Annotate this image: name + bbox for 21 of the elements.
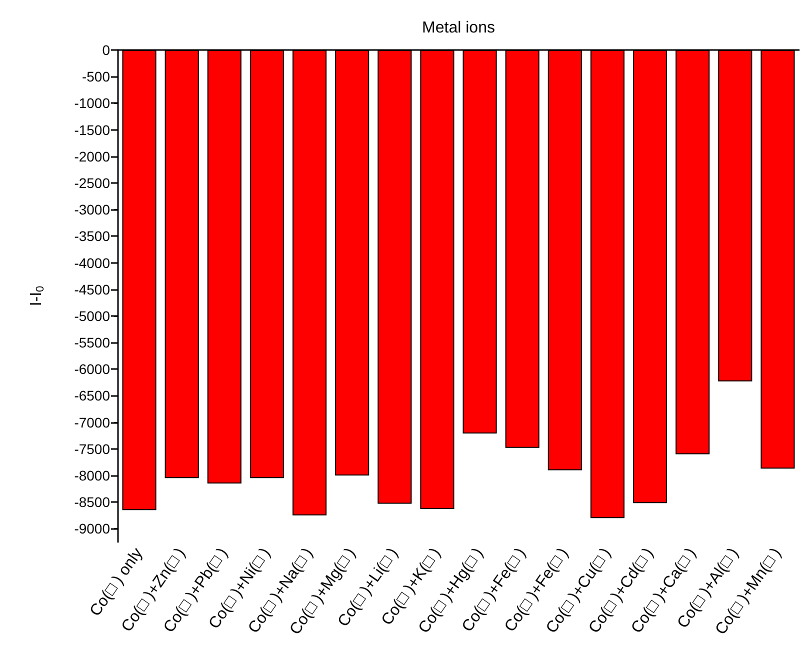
y-tick-label: -5000 <box>74 308 110 324</box>
y-axis-title: I-I0 <box>28 286 46 306</box>
y-tick-label: 0 <box>102 42 110 58</box>
y-tick-label: -2500 <box>74 174 110 191</box>
y-tick-label: -7000 <box>74 414 110 430</box>
y-tick-label: -9000 <box>74 520 110 537</box>
y-tick-label: -6500 <box>74 388 110 404</box>
y-tick-label: -6000 <box>74 361 110 378</box>
y-tick-label: -3500 <box>74 228 110 244</box>
y-tick-label: -7500 <box>74 440 110 457</box>
y-tick-label: -4000 <box>74 254 110 271</box>
y-tick-label: -1500 <box>74 122 110 138</box>
y-tick-label: -3000 <box>74 202 110 218</box>
y-tick-label: -5500 <box>74 334 110 351</box>
y-tick-label: -1000 <box>74 95 110 112</box>
y-tick-label: -500 <box>82 68 110 85</box>
y-tick-label: -8500 <box>74 494 110 510</box>
y-tick-label: -8000 <box>74 468 110 484</box>
y-tick-label: -4500 <box>74 281 110 298</box>
x-axis-title: Metal ions <box>422 20 495 36</box>
y-tick-label: -2000 <box>74 148 110 164</box>
